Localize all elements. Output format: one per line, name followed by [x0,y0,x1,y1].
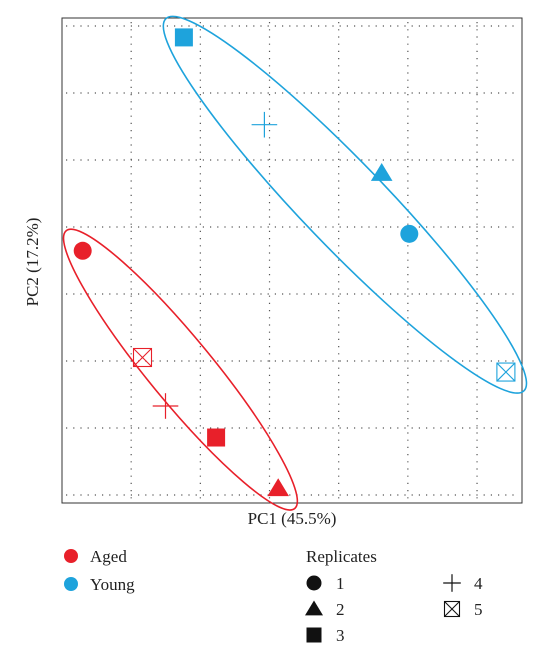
replicate-label-5: 5 [474,600,483,619]
replicate-label-4: 4 [474,574,483,593]
replicates-title: Replicates [306,547,377,566]
group-legend: Aged Young [64,547,135,594]
replicate-legend-5-icon [443,600,461,618]
point-young-replicate-3 [174,28,193,47]
data-points [73,28,516,497]
replicate-legend-3-icon [306,627,322,643]
legend-swatch-aged [64,549,78,563]
replicate-legend-4-icon [443,574,461,592]
plot-area [61,17,523,504]
point-young-replicate-5 [496,362,516,382]
point-aged-replicate-1 [73,241,92,260]
point-aged-replicate-3 [207,428,226,447]
point-aged-replicate-4 [152,393,179,419]
ellipse-aged [62,228,299,511]
legend-label-aged: Aged [90,547,127,566]
replicate-legend-2-icon [305,600,323,616]
x-axis-label: PC1 (45.5%) [248,509,337,528]
point-aged-replicate-2 [267,478,289,497]
point-young-replicate-2 [370,162,393,181]
point-aged-replicate-5 [132,347,153,368]
grid-lines [66,22,518,499]
replicates-legend: Replicates 1 2 3 4 5 [305,547,483,645]
legend-swatch-young [64,577,78,591]
y-axis-label: PC2 (17.2%) [23,218,42,307]
replicate-legend-markers [305,574,461,643]
replicate-legend-1-icon [306,575,322,591]
legend-label-young: Young [90,575,135,594]
point-young-replicate-4 [251,111,278,138]
replicate-label-2: 2 [336,600,345,619]
replicate-label-3: 3 [336,626,345,645]
replicate-label-1: 1 [336,574,345,593]
point-young-replicate-1 [400,224,419,243]
